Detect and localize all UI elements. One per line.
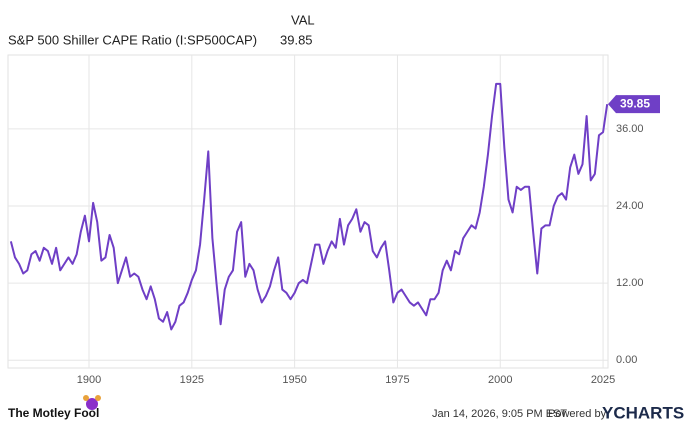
x-tick-label: 2000 [488, 374, 512, 386]
y-tick-label: 0.00 [616, 354, 637, 366]
y-tick-label: 24.00 [616, 200, 644, 212]
value-tag-label: 39.85 [620, 96, 650, 110]
x-tick-label: 2025 [591, 374, 615, 386]
legend-value: 39.85 [280, 32, 313, 47]
legend-label: S&P 500 Shiller CAPE Ratio (I:SP500CAP) [8, 32, 257, 47]
x-tick-label: 1900 [77, 374, 101, 386]
footer-logo [83, 395, 101, 410]
logo-text: The Motley Fool [8, 406, 99, 420]
x-tick-label: 1975 [385, 374, 409, 386]
line [9, 82, 609, 331]
plot-frame [7, 54, 609, 369]
footer-timestamp: Jan 14, 2026, 9:05 PM EST [432, 408, 567, 420]
x-tick-label: 1925 [180, 374, 204, 386]
brand: YCHARTS [602, 403, 684, 422]
y-tick-label: 36.00 [616, 123, 644, 135]
y-tick-label: 12.00 [616, 277, 644, 289]
footer-powered: Powered by [548, 408, 607, 420]
series-header: VAL [291, 12, 315, 27]
value-tag [608, 95, 660, 114]
x-tick-label: 1950 [282, 374, 306, 386]
